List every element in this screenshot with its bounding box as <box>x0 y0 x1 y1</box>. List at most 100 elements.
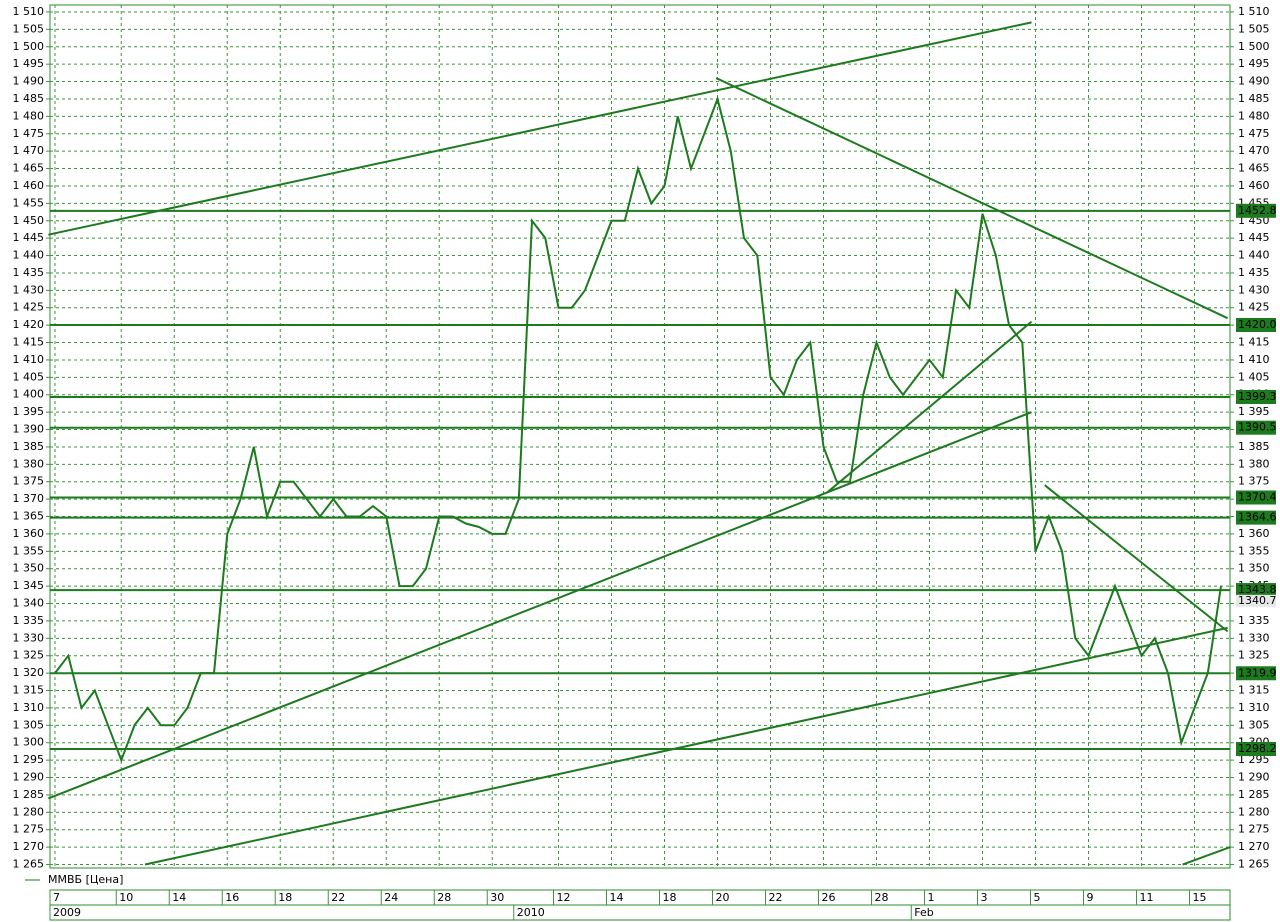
x-tick-label: 10 <box>119 891 133 904</box>
trend-line <box>826 320 1033 493</box>
y-tick-label: 1 415 <box>1238 336 1270 349</box>
y-tick-label: 1 505 <box>1238 22 1270 35</box>
y-tick-label: 1 375 <box>1238 475 1270 488</box>
x-tick-label: 20 <box>716 891 730 904</box>
level-label: 1420.04 <box>1238 318 1280 331</box>
level-label: 1452.855 <box>1238 204 1280 217</box>
y-tick-label: 1 275 <box>13 823 45 836</box>
x-tick-label: 22 <box>769 891 783 904</box>
y-tick-label: 1 380 <box>1238 457 1270 470</box>
period-label: Feb <box>914 906 933 919</box>
y-tick-label: 1 435 <box>1238 266 1270 279</box>
y-tick-label: 1 325 <box>1238 649 1270 662</box>
plot-frame <box>49 4 1231 869</box>
x-tick-label: 12 <box>557 891 571 904</box>
y-tick-label: 1 280 <box>13 805 45 818</box>
x-tick-label: 1 <box>928 891 935 904</box>
y-tick-label: 1 490 <box>1238 75 1270 88</box>
y-tick-label: 1 290 <box>13 771 45 784</box>
y-tick-label: 1 380 <box>13 457 45 470</box>
level-label-box <box>1236 741 1280 756</box>
y-tick-label: 1 270 <box>1238 840 1270 853</box>
level-label-box <box>1236 420 1280 435</box>
y-tick-label: 1 330 <box>13 631 45 644</box>
last-price-label: 1340.77 <box>1238 594 1280 607</box>
y-tick-label: 1 300 <box>13 736 45 749</box>
y-tick-label: 1 470 <box>1238 144 1270 157</box>
last-price-box <box>1236 594 1280 607</box>
y-tick-label: 1 370 <box>13 492 45 505</box>
y-tick-label: 1 495 <box>13 57 45 70</box>
x-tick-label: 22 <box>331 891 345 904</box>
x-tick-label: 9 <box>1087 891 1094 904</box>
trend-line <box>1182 846 1231 866</box>
y-tick-label: 1 360 <box>13 527 45 540</box>
y-tick-label: 1 355 <box>1238 544 1270 557</box>
x-tick-label: 15 <box>1193 891 1207 904</box>
y-tick-label: 1 420 <box>13 318 45 331</box>
x-tick-label: 28 <box>875 891 889 904</box>
level-label-box <box>1236 490 1280 505</box>
y-tick-label: 1 405 <box>13 370 45 383</box>
y-tick-label: 1 325 <box>13 649 45 662</box>
x-tick-label: 18 <box>278 891 292 904</box>
y-tick-label: 1 305 <box>13 718 45 731</box>
trend-line <box>715 77 1229 320</box>
level-label-box <box>1236 583 1280 598</box>
y-tick-label: 1 505 <box>13 22 45 35</box>
y-tick-label: 1 445 <box>1238 231 1270 244</box>
y-tick-label: 1 400 <box>13 388 45 401</box>
level-label: 1370.47 <box>1238 491 1280 504</box>
level-label: 1390.53 <box>1238 421 1280 434</box>
x-tick-label: 11 <box>1140 891 1154 904</box>
x-tick-label: 16 <box>225 891 239 904</box>
level-label-box <box>1236 390 1280 405</box>
y-tick-label: 1 425 <box>1238 301 1270 314</box>
period-label: 2010 <box>517 906 545 919</box>
y-tick-label: 1 285 <box>1238 788 1270 801</box>
y-tick-label: 1 265 <box>13 858 45 871</box>
y-tick-label: 1 440 <box>13 249 45 262</box>
y-tick-label: 1 290 <box>1238 771 1270 784</box>
period-label: 2009 <box>53 906 81 919</box>
legend-label: ММВБ [Цена] <box>48 873 123 886</box>
y-tick-label: 1 305 <box>1238 718 1270 731</box>
y-tick-label: 1 395 <box>1238 405 1270 418</box>
y-tick-label: 1 485 <box>13 92 45 105</box>
y-tick-label: 1 430 <box>13 283 45 296</box>
y-tick-label: 1 385 <box>1238 440 1270 453</box>
y-tick-label: 1 320 <box>13 666 45 679</box>
y-tick-label: 1 335 <box>13 614 45 627</box>
y-tick-label: 1 270 <box>13 840 45 853</box>
y-tick-label: 1 445 <box>13 231 45 244</box>
y-tick-label: 1 425 <box>13 301 45 314</box>
y-tick-label: 1 350 <box>13 562 45 575</box>
y-tick-label: 1 485 <box>1238 92 1270 105</box>
y-tick-label: 1 460 <box>1238 179 1270 192</box>
y-tick-label: 1 440 <box>1238 249 1270 262</box>
y-tick-label: 1 430 <box>1238 283 1270 296</box>
y-tick-label: 1 330 <box>1238 631 1270 644</box>
y-tick-label: 1 395 <box>13 405 45 418</box>
level-label-box <box>1236 510 1280 525</box>
y-tick-label: 1 465 <box>1238 162 1270 175</box>
level-label-box <box>1236 203 1280 218</box>
x-tick-label: 30 <box>490 891 504 904</box>
level-label-box <box>1236 318 1280 333</box>
y-tick-label: 1 280 <box>1238 805 1270 818</box>
trend-line <box>1044 484 1229 633</box>
trend-line <box>48 411 1032 800</box>
x-tick-label: 18 <box>663 891 677 904</box>
y-tick-label: 1 365 <box>13 510 45 523</box>
y-tick-label: 1 475 <box>13 127 45 140</box>
y-tick-label: 1 510 <box>13 5 45 18</box>
x-tick-label: 14 <box>610 891 624 904</box>
y-tick-label: 1 450 <box>13 214 45 227</box>
y-tick-label: 1 480 <box>13 109 45 122</box>
level-label: 1298.20 <box>1238 742 1280 755</box>
x-tick-label: 3 <box>981 891 988 904</box>
y-tick-label: 1 470 <box>13 144 45 157</box>
y-tick-label: 1 275 <box>1238 823 1270 836</box>
